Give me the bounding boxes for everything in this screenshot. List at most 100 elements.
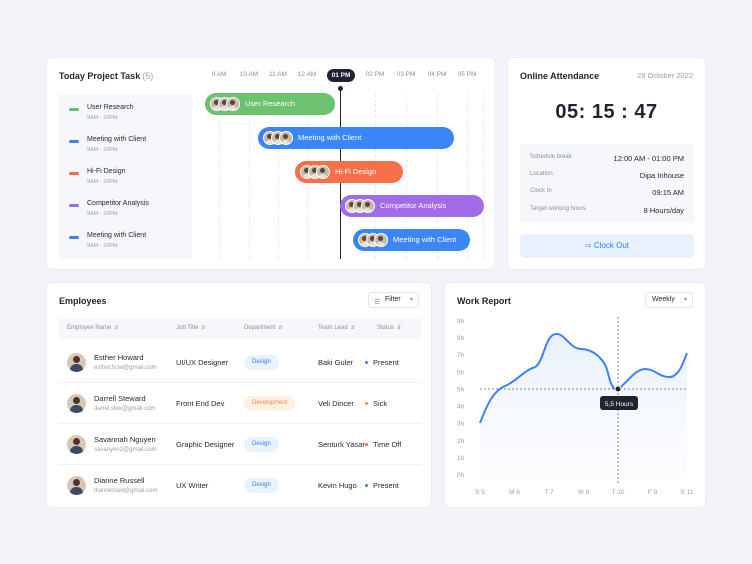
employee-name: Esther Howard [94, 353, 144, 362]
task-time: 9AM - 10PM [87, 179, 118, 185]
y-tick-label: 0h [457, 472, 465, 479]
filter-button[interactable]: ☰ Filter ▾ [368, 292, 419, 308]
status-dot [365, 484, 368, 487]
tooltip-box [600, 396, 638, 410]
col-status[interactable]: Status ⇵ [377, 325, 402, 331]
status-badge: Sick [365, 399, 387, 408]
avatar [67, 476, 86, 495]
tooltip-text: 5,5 Hours [605, 401, 634, 408]
task-color-dot [69, 236, 79, 239]
work-report-card: Work Report Weekly ▾ 9h 8h 7h 6h 5h 4h 3h 2h 1h 0… [444, 282, 706, 508]
attendance-card: Online Attendance 28 October 2022 05: 15… [507, 57, 706, 270]
avatar [67, 394, 86, 413]
gantt-bar-label: Hi-Fi Design [335, 167, 377, 176]
task-name: Hi-Fi Design [87, 168, 126, 175]
table-row[interactable]: Esther Howard esther.how@gmail.com UI/UX… [59, 343, 421, 383]
attendance-clock: 05: 15 : 47 [555, 101, 658, 123]
y-tick-label: 9h [457, 318, 465, 325]
time-label-12am: 12 AM [297, 71, 317, 78]
x-tick-label: T 10 [612, 489, 625, 496]
gantt-bar-meeting-client[interactable]: Meeting with Client [258, 127, 454, 149]
employee-email: darrel.stwr@gmail.com [94, 406, 156, 412]
time-label-11am: 11 AM [269, 71, 287, 78]
employee-email: esther.how@gmail.com [94, 365, 157, 371]
attendance-key: Clock In [530, 188, 552, 194]
attendance-title: Online Attendance [520, 71, 600, 81]
avatar [316, 165, 330, 179]
y-tick-label: 7h [457, 352, 465, 359]
table-header: Employee Name ⇵ Job Title ⇵ Department ⇵ Te… [59, 318, 421, 339]
gantt-bar-meeting-client-2[interactable]: Meeting with Client [353, 229, 470, 251]
table-row[interactable]: Darrell Steward darrel.stwr@gmail.com Fr… [59, 384, 421, 424]
department-badge: Design [244, 437, 279, 452]
y-tick-label: 5h [457, 386, 465, 393]
status-dot [365, 402, 368, 405]
gantt-bar-user-research[interactable]: User Research [205, 93, 335, 115]
gantt-bar-label: User Research [245, 99, 296, 108]
avatar [226, 97, 240, 111]
work-report-chart: 9h 8h 7h 6h 5h 4h 3h 2h 1h 0h S 5 M 6 T 7 W 8 T 10 F 9… [457, 317, 694, 496]
task-color-dot [69, 140, 79, 143]
highlight-point[interactable] [614, 385, 622, 393]
attendance-details: Schedule break 12:00 AM - 01:00 PM Locat… [520, 144, 694, 223]
chevron-down-icon: ▾ [683, 297, 687, 303]
time-label-01pm-active[interactable]: 01 PM [327, 69, 355, 82]
attendance-key: Location [530, 171, 553, 177]
grid-line [278, 94, 279, 259]
employees-title: Employees [59, 296, 107, 306]
grid-line [437, 94, 438, 259]
clock-out-button[interactable]: ⇨ Clock Out [520, 234, 694, 258]
job-title: UI/UX Designer [176, 358, 229, 367]
job-title: Graphic Designer [176, 440, 235, 449]
y-tick-label: 4h [457, 404, 465, 411]
employee-name: Dianne Russell [94, 476, 145, 485]
employee-name: Darrell Steward [94, 394, 146, 403]
avatar [67, 353, 86, 372]
sort-icon: ⇵ [201, 325, 206, 331]
task-time: 9AM - 10PM [87, 115, 118, 121]
col-department[interactable]: Department ⇵ [244, 325, 283, 331]
col-job-title[interactable]: Job Title ⇵ [176, 325, 206, 331]
x-tick-label: S 5 [475, 489, 485, 496]
job-title: UX Writer [176, 481, 209, 490]
gantt-bar-competitor-analysis[interactable]: Competitor Analysis [340, 195, 484, 217]
time-label-05pm: 05 PM [457, 71, 477, 78]
time-label-03pm: 03 PM [396, 71, 416, 78]
time-label-04pm: 04 PM [427, 71, 447, 78]
task-time: 9AM - 10PM [87, 243, 118, 249]
table-row[interactable]: Dianne Russell diannessell@gmail.com UX … [59, 466, 421, 506]
status-dot [365, 443, 368, 446]
current-time-dot [338, 86, 343, 91]
attendance-value: Dipa Inhouse [639, 171, 684, 180]
employees-card: Employees ☰ Filter ▾ Employee Name ⇵ Job … [46, 282, 432, 508]
team-lead: Kevin Hugo [318, 481, 357, 490]
y-tick-label: 6h [457, 369, 465, 376]
table-row[interactable]: Savannah Nguyen savanyen2@gmail.com Grap… [59, 425, 421, 465]
task-color-dot [69, 172, 79, 175]
gantt-bar-hifi-design[interactable]: Hi-Fi Design [295, 161, 403, 183]
attendance-key: Target working hours [530, 206, 586, 212]
chevron-down-icon: ▾ [409, 297, 413, 303]
y-tick-label: 3h [457, 421, 465, 428]
clock-out-label: Clock Out [593, 241, 630, 250]
grid-line [219, 94, 220, 259]
period-select[interactable]: Weekly ▾ [645, 292, 693, 308]
attendance-key: Schedule break [530, 154, 572, 160]
status-badge: Present [365, 481, 399, 490]
task-color-dot [69, 204, 79, 207]
task-name: Meeting with Client [87, 232, 147, 239]
task-time: 9AM - 10PM [87, 147, 118, 153]
task-name: Competitor Analysis [87, 200, 149, 207]
area-fill [480, 333, 687, 479]
team-lead: Senturk Yasar [318, 440, 365, 449]
sort-icon: ⇵ [114, 325, 119, 331]
sort-icon: ⇵ [350, 325, 355, 331]
col-employee-name[interactable]: Employee Name ⇵ [67, 325, 119, 331]
avatar [374, 233, 388, 247]
period-label: Weekly [652, 296, 675, 303]
gantt-bar-label: Competitor Analysis [380, 201, 447, 210]
task-name: Meeting with Client [87, 136, 147, 143]
x-tick-label: F 9 [648, 489, 658, 496]
project-count: (5) [142, 71, 154, 81]
col-team-lead[interactable]: Team Lead ⇵ [318, 325, 355, 331]
